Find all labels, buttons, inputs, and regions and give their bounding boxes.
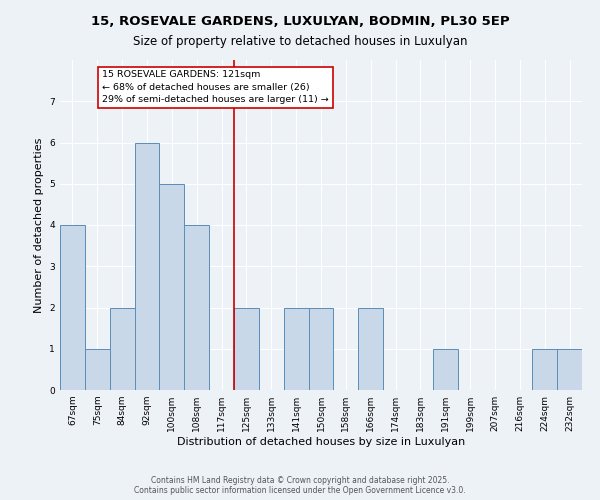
Y-axis label: Number of detached properties: Number of detached properties xyxy=(34,138,44,312)
Bar xyxy=(433,349,458,390)
Text: 15, ROSEVALE GARDENS, LUXULYAN, BODMIN, PL30 5EP: 15, ROSEVALE GARDENS, LUXULYAN, BODMIN, … xyxy=(91,15,509,28)
Bar xyxy=(85,349,110,390)
Bar xyxy=(308,308,334,390)
Bar xyxy=(284,308,308,390)
Bar xyxy=(234,308,259,390)
Text: Contains HM Land Registry data © Crown copyright and database right 2025.
Contai: Contains HM Land Registry data © Crown c… xyxy=(134,476,466,495)
X-axis label: Distribution of detached houses by size in Luxulyan: Distribution of detached houses by size … xyxy=(177,437,465,447)
Text: Size of property relative to detached houses in Luxulyan: Size of property relative to detached ho… xyxy=(133,35,467,48)
Bar xyxy=(110,308,134,390)
Bar xyxy=(184,225,209,390)
Bar xyxy=(160,184,184,390)
Bar xyxy=(532,349,557,390)
Text: 15 ROSEVALE GARDENS: 121sqm
← 68% of detached houses are smaller (26)
29% of sem: 15 ROSEVALE GARDENS: 121sqm ← 68% of det… xyxy=(102,70,329,104)
Bar xyxy=(60,225,85,390)
Bar xyxy=(358,308,383,390)
Bar xyxy=(557,349,582,390)
Bar xyxy=(134,142,160,390)
